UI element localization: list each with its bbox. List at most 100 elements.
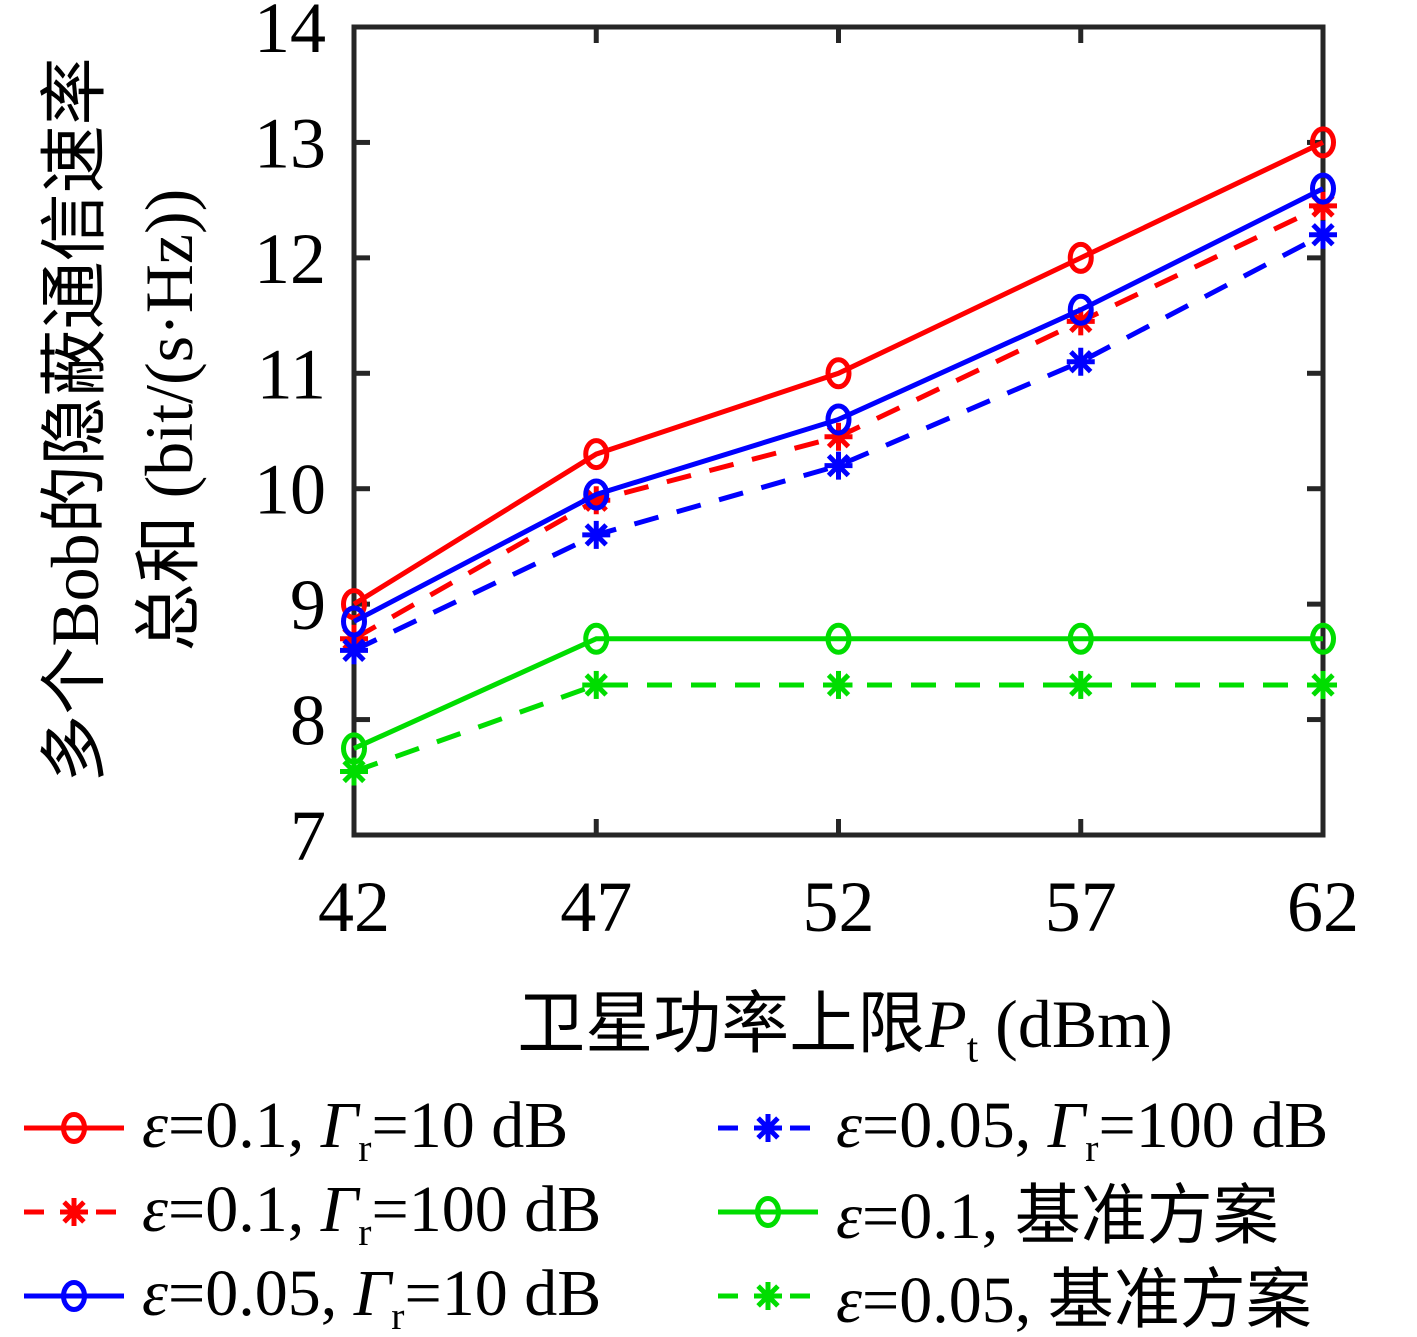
x-tick-label: 42 (318, 867, 390, 947)
series-marker-eps-0p05-baseline (1069, 673, 1093, 697)
legend-label-part: r (391, 1294, 405, 1337)
legend-label-part: ε (142, 1089, 169, 1162)
legend-label-eps-0p1-gamma-10db: ε=0.1, Γr=10 dB (142, 1088, 569, 1168)
legend-label-part: =0.1, 基准方案 (862, 1180, 1279, 1253)
series-marker-eps-0p1-gamma-10db (341, 588, 367, 621)
legend-entry-eps-0p1-baseline: ε=0.1, 基准方案 (716, 1169, 1279, 1255)
series-marker-eps-0p1-gamma-10db (825, 357, 852, 390)
legend-entry-eps-0p1-gamma-100db: ε=0.1, Γr=100 dB (22, 1169, 601, 1255)
series-marker-eps-0p05-gamma-10db (583, 478, 610, 511)
series-marker-eps-0p1-gamma-10db (583, 438, 610, 471)
series-line-eps-0p1-baseline (352, 636, 1323, 751)
legend-label-part: ε (836, 1264, 863, 1337)
legend-label-part: Γ (320, 1173, 359, 1246)
legend-sample-marker (61, 1280, 87, 1312)
legend-label-part: ε (836, 1089, 863, 1162)
y-tick-label: 7 (290, 796, 326, 876)
legend-sample-eps-0p1-gamma-10db (24, 1112, 124, 1144)
series-marker-eps-0p05-baseline (826, 673, 851, 697)
legend-label-part: ε (142, 1173, 169, 1246)
series-marker-eps-0p05-gamma-10db (1067, 293, 1094, 326)
x-axis-label-var: P (925, 986, 967, 1062)
legend-sample-marker (756, 1116, 780, 1140)
legend-entry-eps-0p1-gamma-10db: ε=0.1, Γr=10 dB (22, 1085, 568, 1171)
legend-label-part: r (358, 1126, 372, 1171)
legend-sample-eps-0p1-gamma-100db (24, 1198, 124, 1226)
legend-label-part: =0.1, (168, 1173, 321, 1246)
legend-label-part: Γ (320, 1089, 359, 1162)
series-marker-eps-0p05-gamma-10db (1310, 172, 1336, 205)
legend-entry-eps-0p05-gamma-100db: ε=0.05, Γr=100 dB (716, 1085, 1328, 1171)
y-tick-label: 10 (254, 450, 326, 530)
x-axis-label-suffix: (dBm) (978, 986, 1173, 1062)
y-axis-label: 多个Bob的隐蔽通信速率 总和 (bit/(s·Hz)) (28, 57, 216, 782)
legend-sample-eps-0p05-gamma-100db (718, 1114, 818, 1142)
legend-label-eps-0p1-gamma-100db: ε=0.1, Γr=100 dB (142, 1172, 602, 1252)
legend-entry-eps-0p05-baseline: ε=0.05, 基准方案 (716, 1253, 1312, 1337)
legend-label-part: =100 dB (1098, 1089, 1329, 1162)
series-marker-eps-0p1-baseline (1310, 622, 1336, 655)
series-marker-eps-0p05-gamma-100db (1069, 350, 1093, 374)
x-tick-label: 47 (560, 867, 632, 947)
series-marker-eps-0p05-baseline (342, 759, 366, 784)
x-tick-label: 52 (803, 867, 875, 947)
legend-label-part: =100 dB (371, 1173, 602, 1246)
legend-label-part: ε (142, 1257, 169, 1330)
legend-label-part: =10 dB (371, 1089, 569, 1162)
series-marker-eps-0p05-gamma-100db (584, 523, 608, 547)
legend-sample-eps-0p05-gamma-10db (24, 1280, 124, 1312)
series-line-eps-0p1-gamma-10db (352, 140, 1325, 607)
legend-label-part: Γ (1047, 1089, 1086, 1162)
legend-label-eps-0p1-baseline: ε=0.1, 基准方案 (836, 1162, 1279, 1258)
legend-sample-marker (61, 1112, 87, 1144)
y-tick-label: 13 (254, 103, 326, 183)
x-axis-label-sub: t (966, 1025, 979, 1071)
series-marker-eps-0p05-gamma-10db (341, 605, 367, 638)
y-tick-label: 9 (290, 565, 326, 645)
legend-label-part: =10 dB (404, 1257, 602, 1330)
legend-label-eps-0p05-gamma-10db: ε=0.05, Γr=10 dB (142, 1256, 602, 1336)
series-line-eps-0p05-gamma-10db (352, 186, 1325, 624)
series-marker-eps-0p1-gamma-10db (1067, 241, 1094, 274)
series-marker-eps-0p05-gamma-10db (825, 403, 852, 436)
legend-entry-eps-0p05-gamma-10db: ε=0.05, Γr=10 dB (22, 1253, 601, 1337)
legend-sample-marker (756, 1284, 780, 1308)
series-marker-eps-0p05-gamma-100db (826, 453, 851, 478)
legend-label-part: r (358, 1210, 372, 1255)
series-line-eps-0p1-gamma-100db (352, 203, 1325, 641)
y-tick-label: 12 (254, 219, 326, 299)
x-axis-label-cn: 卫星功率上限 (517, 986, 926, 1062)
series-marker-eps-0p05-gamma-100db (1311, 223, 1335, 247)
legend-sample-marker (62, 1200, 86, 1224)
series-line-eps-0p05-gamma-100db (352, 232, 1325, 653)
legend-label-part: =0.05, 基准方案 (862, 1264, 1312, 1337)
legend-sample-eps-0p1-baseline (718, 1196, 818, 1228)
series-marker-eps-0p05-gamma-100db (342, 638, 366, 662)
legend-label-eps-0p05-baseline: ε=0.05, 基准方案 (836, 1246, 1312, 1337)
x-tick-label: 62 (1287, 867, 1359, 947)
legend-sample-marker (755, 1196, 781, 1228)
y-tick-label: 14 (254, 0, 326, 68)
y-axis-label-line2: 总和 (bit/(s·Hz)) (131, 188, 207, 652)
x-tick-label: 57 (1045, 867, 1117, 947)
series-marker-eps-0p1-baseline (825, 622, 852, 655)
series-marker-eps-0p1-baseline (1067, 622, 1094, 655)
legend-label-part: ε (836, 1180, 863, 1253)
series-marker-eps-0p1-baseline (583, 622, 610, 655)
y-tick-label: 8 (290, 681, 326, 761)
x-axis-label: 卫星功率上限Pt (dBm) (517, 968, 1173, 1068)
y-axis-label-line1: 多个Bob的隐蔽通信速率 (37, 57, 113, 783)
legend-label-part: r (1085, 1126, 1099, 1171)
series-marker-eps-0p1-gamma-10db (1310, 126, 1336, 159)
legend-label-part: =0.1, (168, 1089, 321, 1162)
legend-label-eps-0p05-gamma-100db: ε=0.05, Γr=100 dB (836, 1088, 1329, 1168)
legend-label-part: =0.05, (168, 1257, 354, 1330)
legend-label-part: Γ (353, 1257, 392, 1330)
legend-label-part: =0.05, (862, 1089, 1048, 1162)
y-tick-label: 11 (257, 334, 326, 414)
legend-sample-eps-0p05-baseline (718, 1282, 818, 1310)
series-marker-eps-0p05-baseline (1311, 673, 1335, 697)
series-marker-eps-0p05-baseline (584, 673, 608, 697)
